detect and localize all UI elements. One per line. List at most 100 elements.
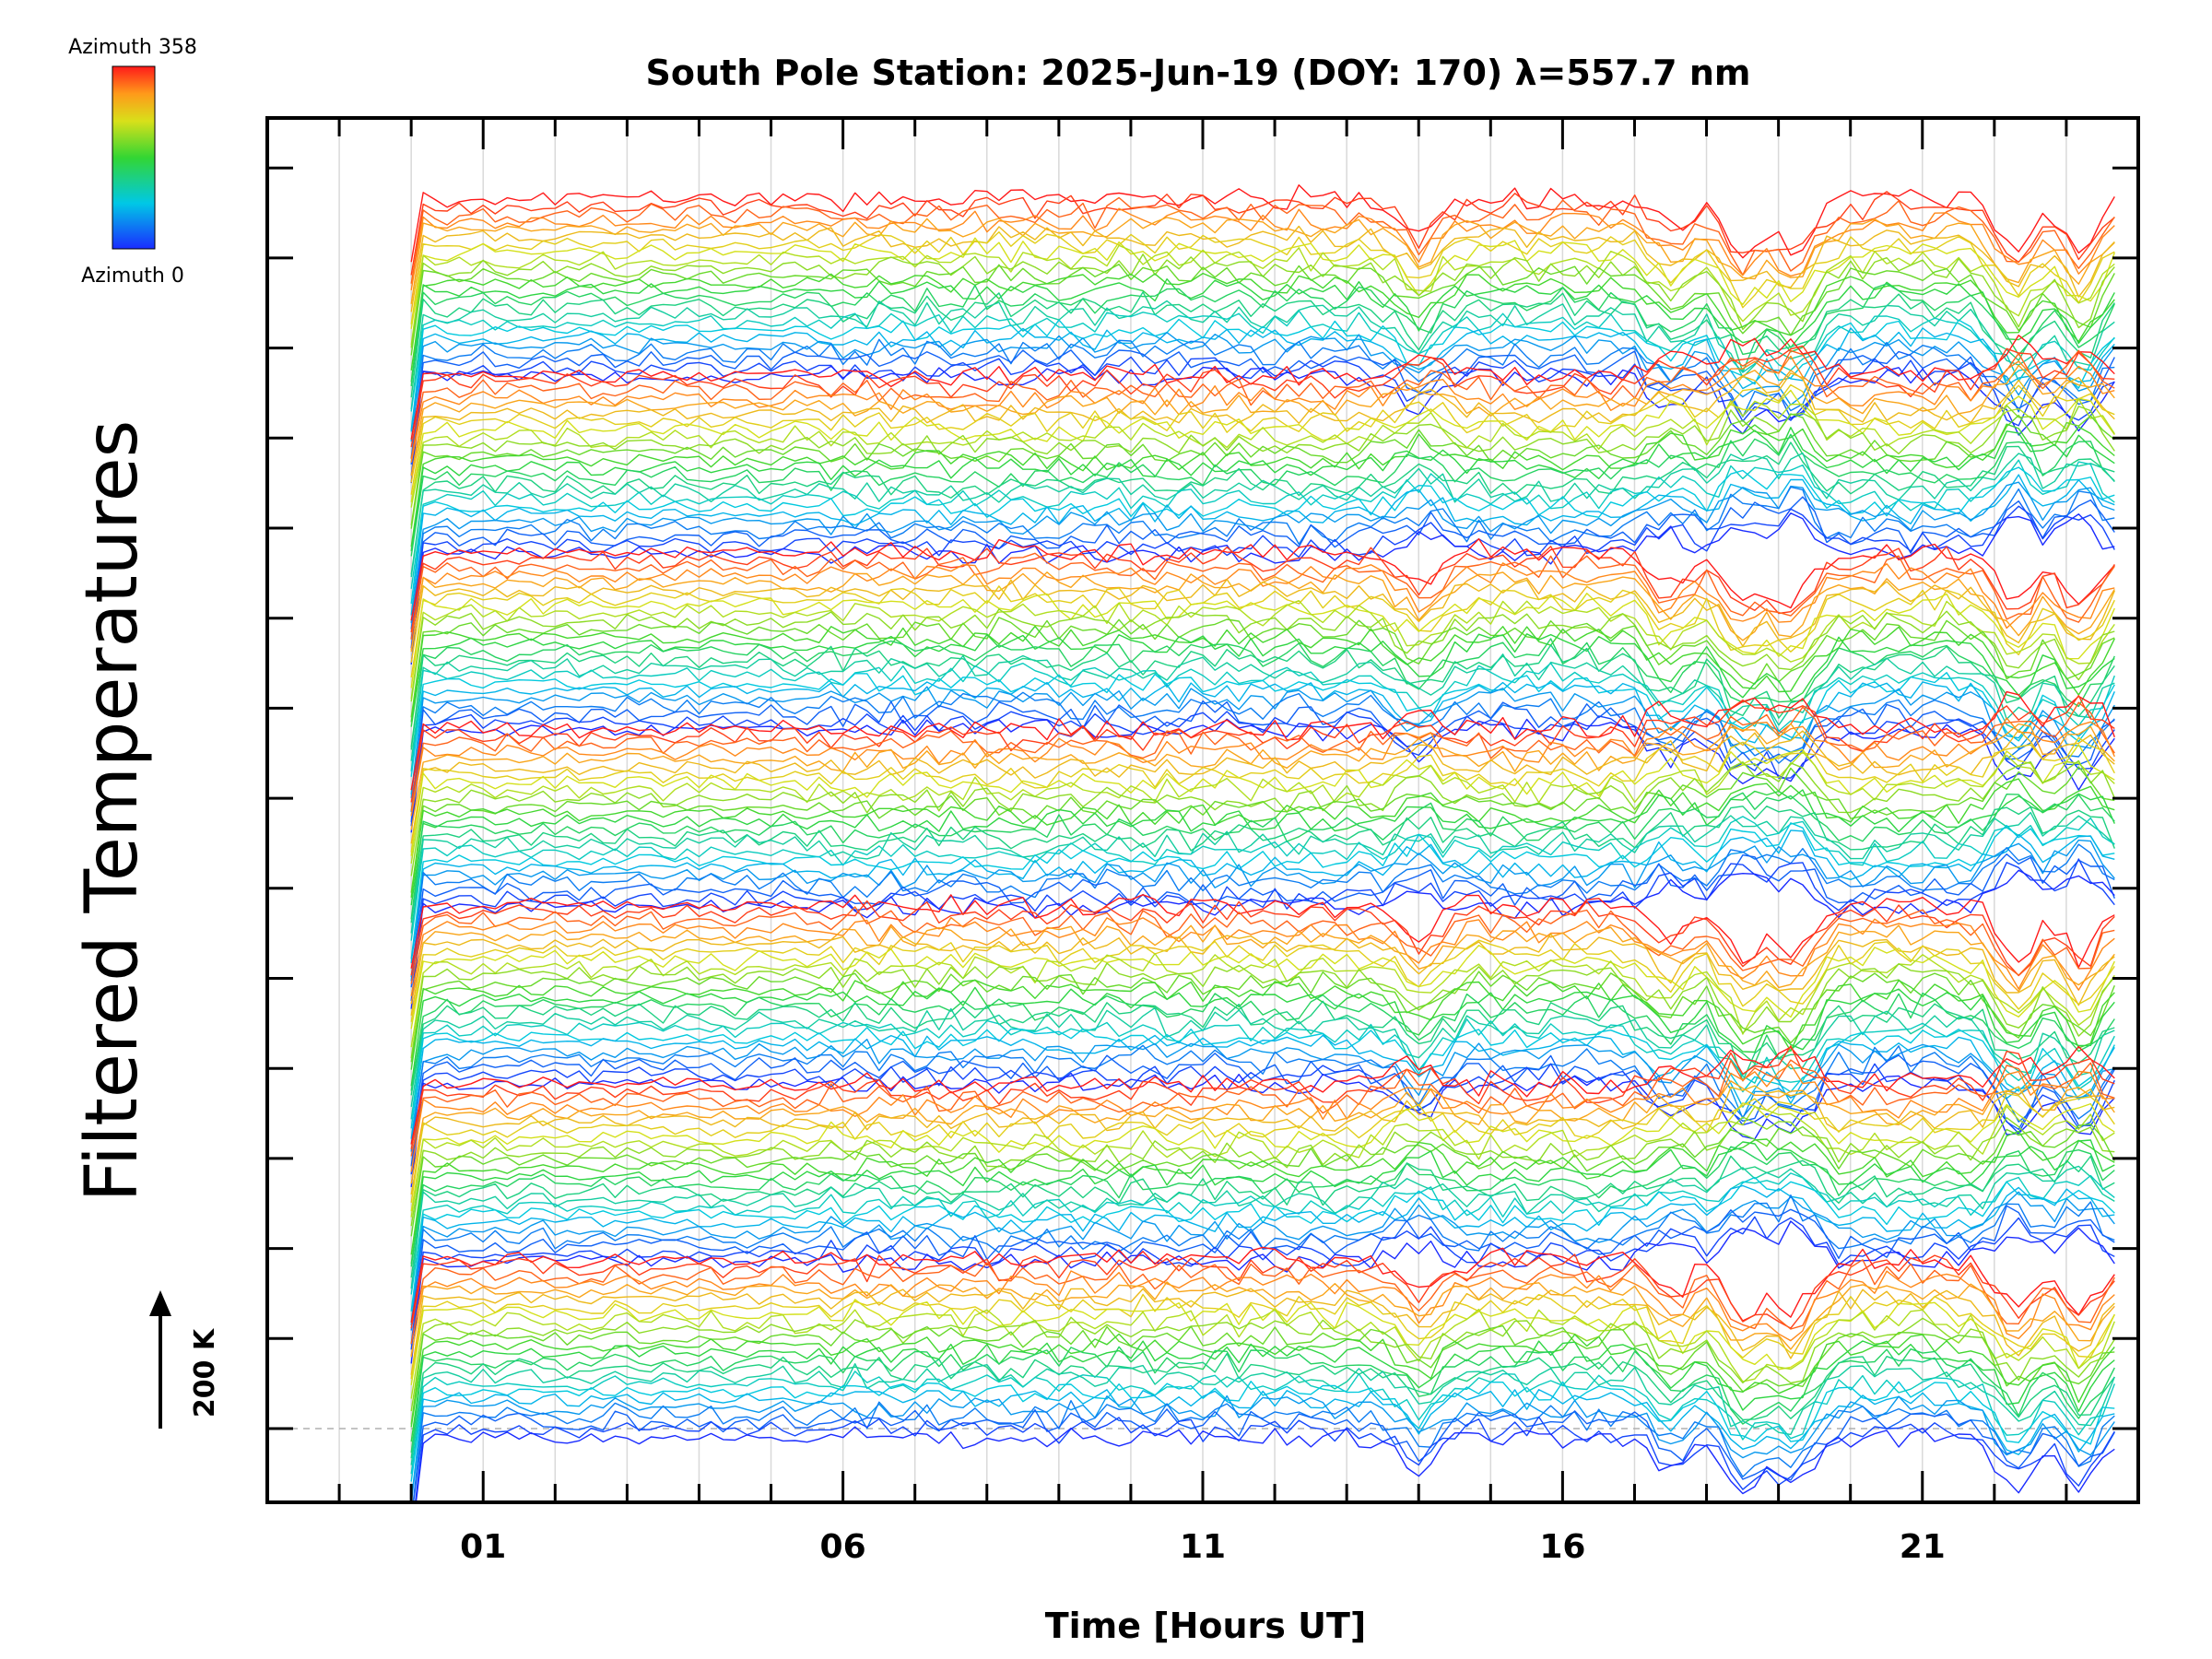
- series-line: [410, 933, 2115, 1017]
- series-line: [410, 1184, 2115, 1323]
- series-line: [410, 562, 2115, 651]
- series-line: [410, 452, 2115, 578]
- series-line: [410, 318, 2115, 430]
- series-line: [410, 789, 2115, 906]
- series-line: [410, 1146, 2115, 1267]
- series-line: [410, 1371, 2115, 1475]
- series-line: [410, 869, 2115, 1009]
- series-line: [410, 356, 2115, 477]
- series-line: [410, 365, 2115, 484]
- y-axis-label: Filtered Temperatures: [71, 420, 154, 1202]
- series-line: [410, 1045, 2115, 1149]
- series-line: [410, 617, 2115, 718]
- series-line: [410, 1205, 2115, 1345]
- series-line: [410, 349, 2115, 460]
- series-line: [410, 486, 2115, 629]
- series-line: [410, 939, 2115, 1022]
- series-line: [410, 474, 2115, 616]
- series-line: [410, 196, 2115, 284]
- series-lines: [410, 183, 2115, 1502]
- series-line: [410, 1316, 2115, 1412]
- series-line: [410, 701, 2115, 811]
- scale-bar: 200 K: [149, 1290, 221, 1429]
- series-line: [410, 1246, 2115, 1324]
- series-line: [410, 971, 2115, 1063]
- series-line: [410, 962, 2115, 1059]
- series-line: [410, 413, 2115, 529]
- series-line: [410, 1324, 2115, 1425]
- series-line: [410, 672, 2115, 777]
- series-line: [410, 1155, 2115, 1278]
- series-line: [410, 459, 2115, 589]
- series-line: [410, 244, 2115, 346]
- series-line: [410, 778, 2115, 898]
- series-line: [410, 992, 2115, 1091]
- x-tick-label: 01: [460, 1528, 506, 1566]
- series-line: [410, 1388, 2115, 1500]
- series-line: [410, 1123, 2115, 1237]
- series-line: [410, 593, 2115, 688]
- series-line: [410, 906, 2115, 984]
- series-line: [410, 264, 2115, 356]
- x-tick-label: 06: [820, 1528, 866, 1566]
- series-line: [410, 944, 2115, 1030]
- series-line: [410, 681, 2115, 794]
- series-line: [410, 427, 2115, 552]
- series-line: [410, 792, 2115, 920]
- series-line: [410, 1340, 2115, 1442]
- series-line: [410, 364, 2115, 477]
- series-line: [410, 441, 2115, 575]
- series-line: [410, 1308, 2115, 1399]
- series-line: [410, 638, 2115, 747]
- series-line: [410, 900, 2115, 977]
- series-line: [410, 225, 2115, 312]
- series-line: [410, 1293, 2115, 1380]
- series-line: [410, 1380, 2115, 1482]
- series-line: [410, 986, 2115, 1087]
- series-line: [410, 230, 2115, 325]
- series-line: [410, 691, 2115, 813]
- series-line: [410, 1253, 2115, 1329]
- series-line: [410, 1072, 2115, 1187]
- series-line: [410, 207, 2115, 291]
- series-line: [410, 345, 2115, 448]
- series-line: [410, 894, 2115, 969]
- series-line: [410, 830, 2115, 964]
- series-line: [410, 1191, 2115, 1326]
- chart-title: South Pole Station: 2025-Jun-19 (DOY: 17…: [646, 53, 1751, 93]
- series-line: [410, 1270, 2115, 1357]
- series-line: [410, 653, 2115, 761]
- series-line: [410, 1102, 2115, 1212]
- series-line: [410, 283, 2115, 387]
- colorbar: [112, 65, 156, 250]
- series-line: [410, 1281, 2115, 1358]
- series-line: [410, 1216, 2115, 1350]
- series-line: [410, 723, 2115, 830]
- series-line: [410, 811, 2115, 934]
- series-line: [410, 1172, 2115, 1295]
- axes: 01 06 11 16 21: [265, 116, 2140, 1566]
- series-line: [410, 608, 2115, 702]
- scale-arrow-head: [149, 1290, 171, 1316]
- series-line: [410, 1299, 2115, 1385]
- colorbar-top-label: Azimuth 358: [68, 36, 197, 59]
- series-line: [410, 1362, 2115, 1465]
- series-line: [410, 843, 2115, 982]
- series-line: [410, 736, 2115, 853]
- series-line: [410, 278, 2115, 382]
- series-line: [410, 291, 2115, 398]
- series-line: [410, 405, 2115, 526]
- series-line: [410, 1220, 2115, 1364]
- series-line: [410, 916, 2115, 996]
- series-line: [410, 1000, 2115, 1096]
- series-line: [414, 1416, 2115, 1502]
- series-line: [410, 1105, 2115, 1218]
- series-line: [410, 839, 2115, 978]
- series-line: [410, 766, 2115, 893]
- series-line: [410, 217, 2115, 304]
- series-line: [410, 717, 2115, 817]
- series-line: [410, 578, 2115, 663]
- series-line: [410, 1333, 2115, 1428]
- series-line: [410, 858, 2115, 1001]
